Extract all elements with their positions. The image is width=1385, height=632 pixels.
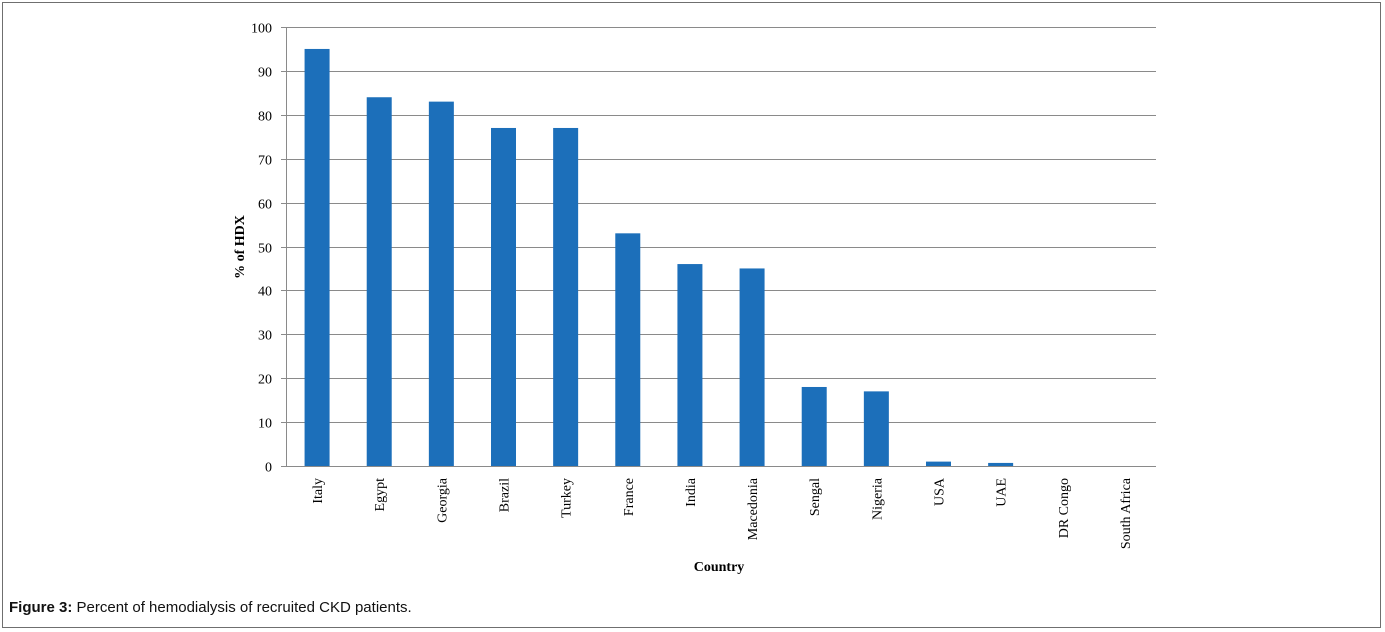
gridlines (281, 27, 1156, 467)
y-tick-label: 50 (258, 242, 272, 257)
axes (281, 27, 1156, 467)
y-tick-label: 0 (265, 461, 272, 476)
bar-italy (304, 48, 330, 466)
figure-caption: Figure 3: Percent of hemodialysis of rec… (9, 599, 412, 616)
y-axis-label: % of HDX (233, 215, 248, 279)
bar-sengal (801, 386, 827, 466)
y-tick-label: 100 (251, 22, 272, 37)
x-tick-label: Georgia (435, 477, 450, 523)
bars (304, 48, 1014, 467)
bar-france (615, 233, 641, 466)
x-tick-labels: Italy Egypt Georgia Brazil Turkey France India… (311, 477, 1134, 549)
bar-georgia (428, 101, 454, 466)
x-tick-label: DR Congo (1057, 478, 1072, 538)
bar-nigeria (863, 391, 889, 466)
x-tick-label: Macedonia (746, 477, 761, 540)
caption-label: Figure 3: (9, 599, 73, 616)
x-tick-label: Nigeria (870, 477, 885, 520)
y-tick-label: 80 (258, 110, 272, 125)
y-tick-label: 90 (258, 66, 272, 81)
x-tick-label: France (622, 478, 637, 516)
bar-uae (988, 462, 1014, 466)
x-tick-label: India (684, 477, 699, 507)
x-tick-label: South Africa (1119, 477, 1134, 549)
bar-brazil (491, 127, 516, 466)
y-tick-label: 10 (258, 417, 272, 432)
bar-turkey (553, 127, 579, 466)
y-tick-labels: 0 10 20 30 40 50 60 70 80 90 100 (251, 22, 272, 476)
y-tick-label: 70 (258, 154, 272, 169)
x-tick-label: Turkey (560, 478, 575, 518)
x-tick-label: Brazil (498, 478, 513, 512)
y-tick-label: 60 (258, 198, 272, 213)
y-tick-label: 40 (258, 285, 272, 300)
x-tick-label: USA (933, 477, 948, 506)
bar-india (677, 264, 703, 466)
y-tick-label: 30 (258, 329, 272, 344)
bar-usa (926, 461, 951, 466)
x-tick-label: Italy (311, 478, 326, 504)
y-tick-label: 20 (258, 373, 272, 388)
caption-text: Percent of hemodialysis of recruited CKD… (72, 599, 412, 616)
x-tick-label: Egypt (373, 478, 388, 512)
x-tick-label: Sengal (808, 478, 823, 516)
bar-macedonia (739, 268, 765, 466)
x-axis-label: Country (694, 560, 745, 575)
bar-egypt (366, 97, 392, 467)
x-tick-label: UAE (995, 478, 1010, 507)
